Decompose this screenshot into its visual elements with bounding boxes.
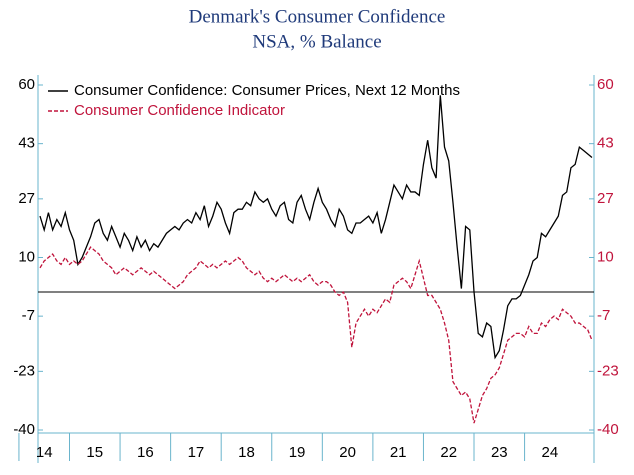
- y2-tick-label: 27: [597, 190, 614, 207]
- series-line: [39, 95, 593, 360]
- legend-label: Consumer Confidence: Consumer Prices, Ne…: [74, 82, 460, 99]
- y2-tick-label: 43: [597, 135, 614, 152]
- series-line: [39, 246, 593, 424]
- y-tick-label: 43: [18, 135, 35, 152]
- x-tick-label: 20: [339, 444, 356, 461]
- x-tick-label: 17: [188, 444, 205, 461]
- chart-title: Denmark's Consumer Confidence: [189, 6, 446, 27]
- x-tick-label: 15: [86, 444, 103, 461]
- y-tick-label: -23: [13, 362, 35, 379]
- y2-tick-label: -7: [597, 307, 610, 324]
- y2-tick-label: -40: [597, 421, 619, 438]
- chart-subtitle: NSA, % Balance: [252, 31, 381, 52]
- x-tick-label: 24: [542, 444, 559, 461]
- x-tick-label: 22: [440, 444, 457, 461]
- y-tick-label: 10: [18, 248, 35, 265]
- legend-label: Consumer Confidence Indicator: [74, 102, 285, 119]
- y-tick-label: 60: [18, 76, 35, 93]
- y2-tick-label: 10: [597, 248, 614, 265]
- x-tick-label: 23: [491, 444, 508, 461]
- y-tick-label: -40: [13, 421, 35, 438]
- y2-tick-label: -23: [597, 362, 619, 379]
- y-tick-label: -7: [22, 307, 35, 324]
- x-tick-label: 19: [289, 444, 306, 461]
- y2-tick-label: 60: [597, 76, 614, 93]
- y-tick-label: 27: [18, 190, 35, 207]
- x-tick-label: 18: [238, 444, 255, 461]
- x-tick-label: 14: [36, 444, 53, 461]
- x-tick-label: 21: [390, 444, 407, 461]
- x-tick-label: 16: [137, 444, 154, 461]
